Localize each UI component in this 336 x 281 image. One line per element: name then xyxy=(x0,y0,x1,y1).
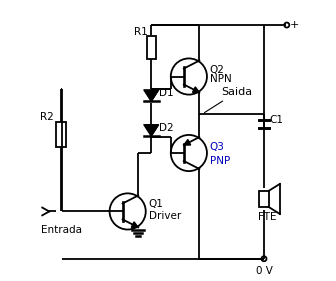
Text: 0 V: 0 V xyxy=(256,266,272,276)
Text: Q2: Q2 xyxy=(210,65,224,74)
Text: +: + xyxy=(290,20,299,30)
Text: Driver: Driver xyxy=(149,211,181,221)
Text: R2: R2 xyxy=(40,112,54,122)
Text: Entrada: Entrada xyxy=(41,225,82,235)
Text: NPN: NPN xyxy=(210,74,232,84)
Text: D1: D1 xyxy=(159,88,174,98)
Text: D2: D2 xyxy=(159,123,174,133)
Bar xyxy=(56,123,66,148)
Bar xyxy=(147,36,156,59)
Polygon shape xyxy=(193,87,199,92)
Text: Q1: Q1 xyxy=(149,200,163,210)
Bar xyxy=(259,191,269,207)
Polygon shape xyxy=(144,125,159,136)
Text: Saida: Saida xyxy=(205,87,253,113)
Text: Q3: Q3 xyxy=(210,142,224,153)
Polygon shape xyxy=(131,222,138,227)
Polygon shape xyxy=(144,90,159,101)
Text: PNP: PNP xyxy=(210,156,230,166)
Text: C1: C1 xyxy=(269,115,283,125)
Text: R1: R1 xyxy=(134,27,148,37)
Polygon shape xyxy=(184,140,191,145)
Text: FTE: FTE xyxy=(257,212,276,222)
